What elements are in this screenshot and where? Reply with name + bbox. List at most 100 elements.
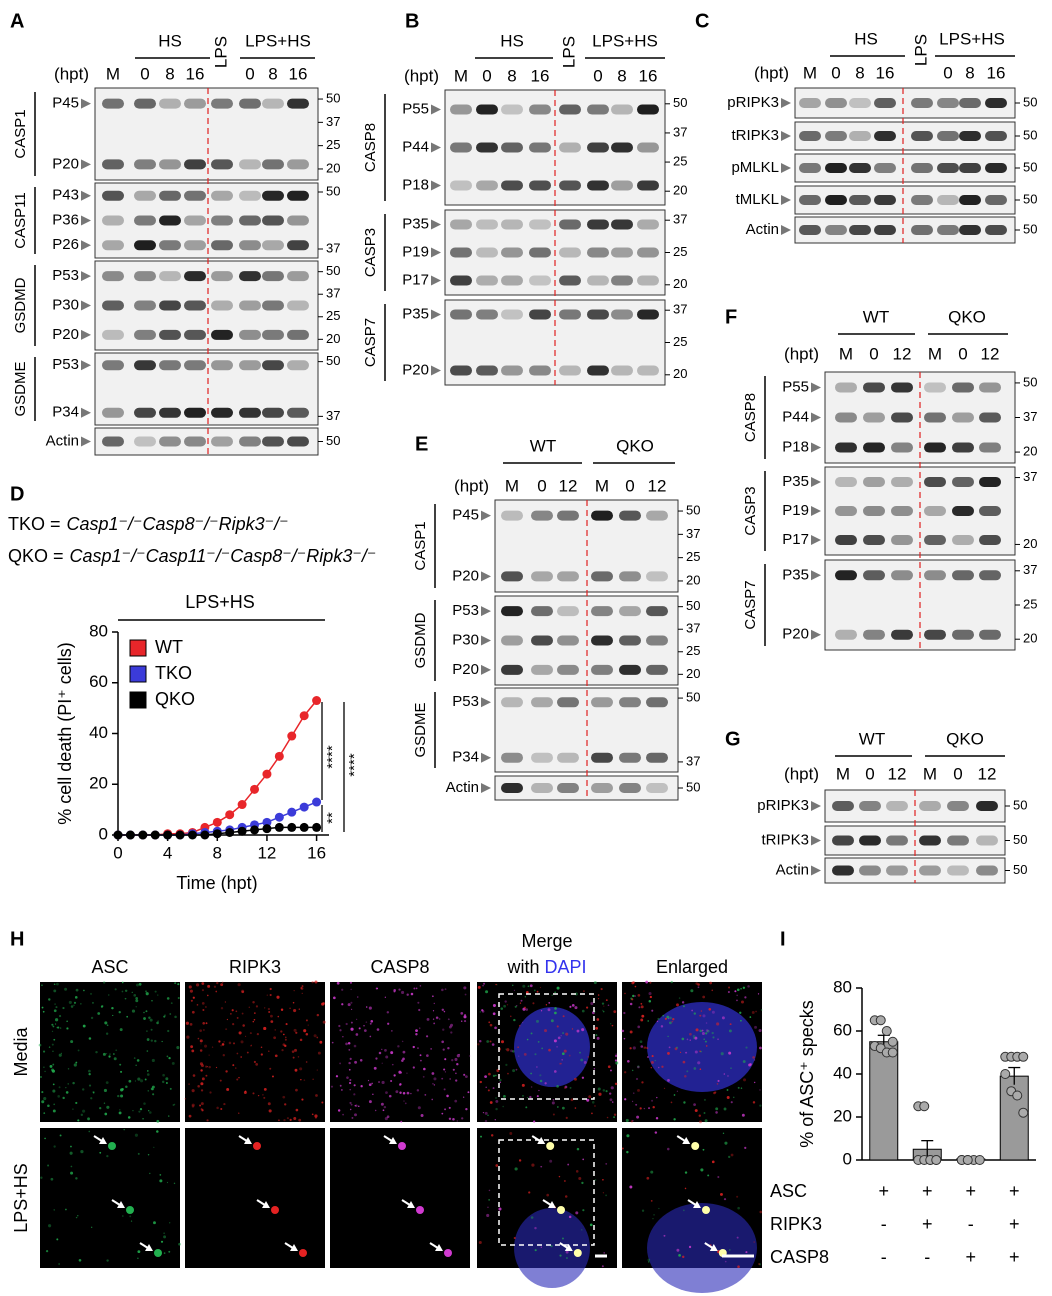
band	[952, 570, 974, 581]
point	[287, 731, 297, 741]
dapi-label: DAPI	[545, 957, 587, 977]
signal	[274, 1029, 277, 1031]
signal	[752, 1056, 755, 1059]
signal	[703, 1098, 706, 1101]
signal	[404, 1102, 407, 1105]
band-label: P17	[782, 531, 809, 548]
point	[287, 822, 297, 832]
signal	[441, 1008, 445, 1012]
condition-sign: +	[1009, 1247, 1020, 1267]
signal	[561, 1052, 565, 1056]
mw-label: 50	[1023, 94, 1037, 109]
band	[559, 275, 581, 286]
signal	[299, 1067, 303, 1071]
band	[863, 535, 885, 546]
signal	[444, 988, 447, 991]
signal	[363, 1029, 367, 1032]
y-tick-label: 40	[833, 1063, 852, 1082]
band	[159, 98, 181, 109]
signal	[539, 1079, 543, 1083]
signal	[106, 1259, 109, 1262]
signal	[558, 1175, 561, 1178]
signal	[526, 1038, 529, 1041]
band	[646, 783, 668, 793]
lane-label: 0	[593, 66, 602, 85]
mw-label: 37	[673, 212, 687, 227]
band	[863, 629, 885, 640]
signal	[464, 993, 467, 996]
band	[211, 329, 233, 340]
band	[891, 412, 913, 423]
y-tick-label: 0	[843, 1149, 852, 1168]
band	[211, 98, 233, 109]
signal	[448, 1025, 452, 1029]
signal	[736, 999, 738, 1002]
signal	[674, 1047, 678, 1051]
signal	[80, 1003, 82, 1005]
signal	[539, 1074, 542, 1077]
signal	[452, 1117, 455, 1121]
signal	[133, 994, 137, 997]
signal	[726, 1096, 730, 1100]
signal	[727, 1075, 729, 1077]
signal	[199, 1049, 203, 1052]
signal	[339, 1062, 342, 1065]
signal	[683, 1101, 686, 1104]
band	[591, 752, 613, 763]
signal	[423, 1067, 426, 1071]
band	[559, 309, 581, 320]
band	[531, 635, 553, 646]
band-label: P35	[402, 305, 429, 322]
signal	[609, 1098, 613, 1102]
band	[529, 309, 551, 320]
signal	[406, 993, 409, 996]
signal	[499, 1081, 502, 1084]
signal	[518, 1025, 521, 1027]
signal	[168, 1250, 171, 1253]
condition-sign: -	[881, 1214, 887, 1234]
signal	[693, 1103, 696, 1106]
signal	[589, 1223, 593, 1227]
band	[849, 195, 871, 205]
signal	[397, 1045, 400, 1048]
point	[299, 802, 309, 812]
signal	[113, 1053, 115, 1055]
signal	[62, 1096, 65, 1100]
signal	[492, 1074, 496, 1078]
band	[849, 225, 871, 235]
signal	[205, 1074, 208, 1077]
condition-sign: +	[922, 1181, 933, 1201]
signal	[454, 1099, 458, 1103]
blot-name: Actin	[776, 861, 809, 878]
signal	[75, 1216, 78, 1219]
signal	[292, 1056, 295, 1059]
signal	[231, 1009, 234, 1012]
band-arrow	[431, 219, 441, 230]
signal	[199, 1029, 203, 1032]
signal	[597, 1087, 601, 1091]
signal	[53, 1038, 56, 1041]
signal	[510, 1049, 513, 1053]
signal	[99, 1151, 102, 1154]
signal	[319, 1040, 323, 1044]
signal	[667, 1035, 669, 1038]
signal	[509, 1015, 512, 1018]
signal	[697, 986, 700, 989]
signal	[410, 1092, 412, 1095]
signal	[612, 1101, 614, 1103]
definition: QKO = Casp1⁻/⁻Casp11⁻/⁻Casp8⁻/⁻Ripk3⁻/⁻	[8, 546, 376, 566]
band	[959, 195, 981, 205]
signal	[485, 990, 489, 994]
signal	[556, 1106, 559, 1108]
signal	[365, 1006, 368, 1008]
band	[952, 506, 974, 516]
signal	[697, 1061, 701, 1065]
band	[611, 104, 633, 115]
signal	[123, 1128, 125, 1131]
signal	[390, 1051, 394, 1055]
signal	[75, 1061, 78, 1064]
band	[501, 247, 523, 258]
signal	[301, 1098, 304, 1101]
signal	[560, 1035, 562, 1037]
band-arrow	[811, 629, 821, 640]
